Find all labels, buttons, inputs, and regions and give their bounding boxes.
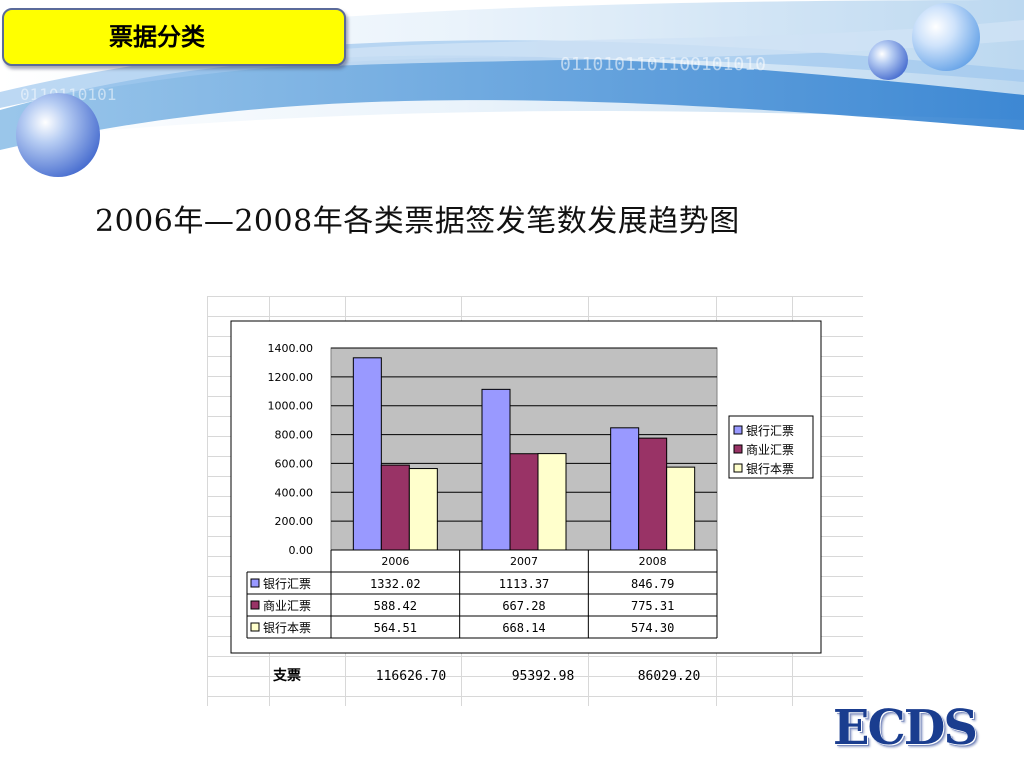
x-tick-label: 2007	[510, 555, 538, 568]
x-tick-label: 2008	[639, 555, 667, 568]
data-label: 775.31	[631, 599, 674, 613]
legend-label: 银行本票	[746, 462, 794, 476]
y-tick-label: 600.00	[275, 457, 314, 470]
data-label: 588.42	[374, 599, 417, 613]
extra-row-value: 86029.20	[638, 669, 701, 684]
legend-label: 商业汇票	[746, 442, 794, 457]
bar	[408, 468, 438, 551]
bar	[380, 464, 410, 551]
legend-swatch	[733, 444, 743, 454]
data-label: 1332.02	[370, 577, 421, 591]
data-label: 667.28	[502, 599, 545, 613]
y-tick-label: 1000.00	[268, 400, 314, 413]
data-label: 846.79	[631, 577, 674, 591]
bar-chart: 0.00 200.00 400.00 600.00 800.00 1000.00 1200.…	[207, 296, 863, 706]
table-series-name: 商业汇票	[263, 598, 311, 613]
table-legend-swatch	[250, 622, 260, 632]
legend-swatch	[733, 425, 743, 435]
data-label: 564.51	[374, 621, 417, 635]
bar	[509, 453, 539, 551]
bar	[610, 427, 640, 551]
y-tick-label: 400.00	[275, 486, 314, 499]
bar	[666, 466, 696, 551]
table-legend-swatch	[250, 600, 260, 610]
legend-swatch	[733, 463, 743, 473]
y-tick-label: 800.00	[275, 429, 314, 442]
y-tick-label: 0.00	[289, 544, 314, 557]
extra-row-label: 支票	[272, 667, 301, 684]
extra-row-value: 95392.98	[512, 669, 575, 684]
y-tick-label: 1400.00	[268, 342, 314, 355]
section-tag: 票据分类	[2, 8, 346, 66]
slide-title: 2006年—2008年各类票据签发笔数发展趋势图	[95, 204, 740, 239]
section-tag-label: 票据分类	[109, 23, 205, 51]
legend-label: 银行汇票	[746, 424, 794, 438]
data-label: 574.30	[631, 621, 674, 635]
table-series-name: 银行本票	[263, 621, 311, 635]
extra-row-value: 116626.70	[376, 669, 446, 684]
data-label: 668.14	[502, 621, 545, 635]
ecds-logo: ECDS	[832, 700, 978, 756]
legend-box	[728, 415, 814, 479]
chart-sheet: 0.00 200.00 400.00 600.00 800.00 1000.00 1200.…	[207, 296, 863, 706]
bar	[481, 388, 511, 551]
y-tick-label: 200.00	[275, 515, 314, 528]
bar	[537, 453, 567, 551]
svg-text:0110101101100101010: 0110101101100101010	[560, 54, 766, 75]
data-label: 1113.37	[499, 577, 550, 591]
bar	[352, 357, 382, 551]
y-tick-label: 1200.00	[268, 371, 314, 384]
bar	[638, 437, 668, 551]
table-series-name: 银行汇票	[263, 577, 311, 591]
x-tick-label: 2006	[381, 555, 409, 568]
table-legend-swatch	[250, 578, 260, 588]
